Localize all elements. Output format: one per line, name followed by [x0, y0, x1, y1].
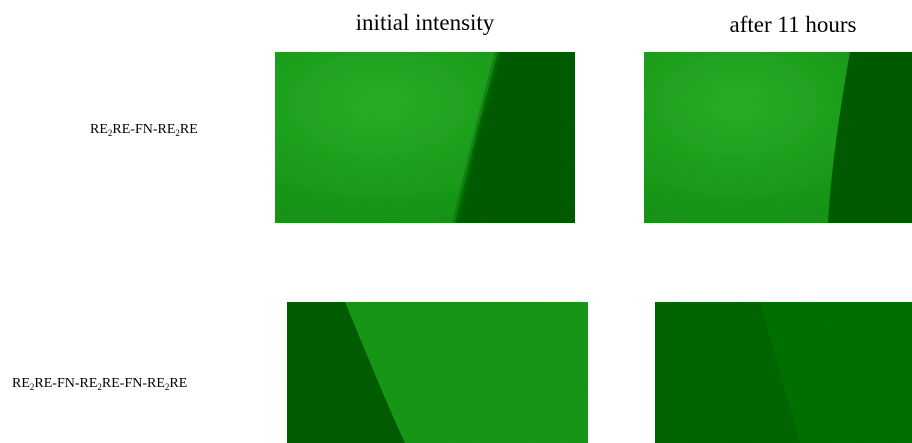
label-text: RE [90, 122, 108, 137]
label-text: RE-FN-RE [34, 376, 97, 391]
row-label: RE2RE-FN-RE2RE-FN-RE2RE [12, 376, 187, 392]
figure: initial intensity after 11 hours RE2RE-F… [0, 0, 912, 443]
column-header: after 11 hours [730, 12, 857, 37]
micrograph [644, 52, 912, 223]
label-text: RE [169, 376, 187, 391]
label-text: RE [180, 122, 198, 137]
micrograph [275, 52, 575, 223]
label-text: RE [12, 376, 30, 391]
micrograph [655, 302, 912, 443]
micrograph [287, 302, 588, 443]
label-text: RE-FN-RE [112, 122, 175, 137]
row-label: RE2RE-FN-RE2RE [90, 122, 198, 138]
label-text: RE-FN-RE [102, 376, 165, 391]
column-header: initial intensity [356, 10, 495, 35]
